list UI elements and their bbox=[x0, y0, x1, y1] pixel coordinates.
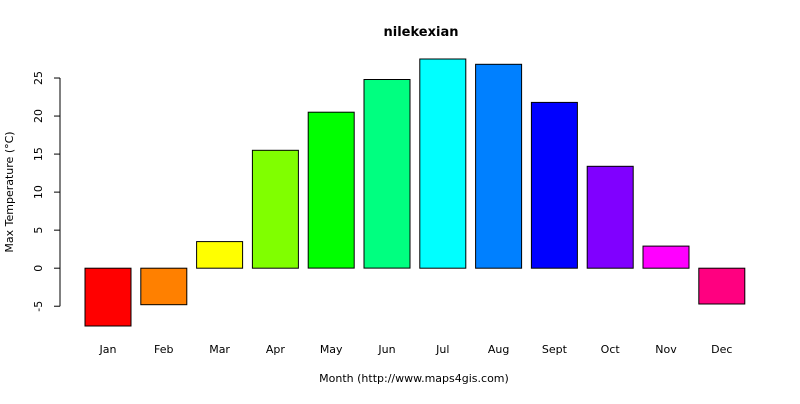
bar-apr bbox=[251, 149, 299, 269]
x-tick-label-aug: Aug bbox=[488, 343, 509, 356]
x-tick-label-oct: Oct bbox=[601, 343, 621, 356]
y-tick-label: 10 bbox=[32, 185, 45, 199]
x-tick-label-feb: Feb bbox=[154, 343, 173, 356]
x-tick-label-may: May bbox=[320, 343, 343, 356]
bars-group bbox=[84, 58, 746, 327]
x-tick-label-mar: Mar bbox=[209, 343, 230, 356]
bar-may bbox=[307, 111, 355, 269]
x-tick-label-jul: Jul bbox=[435, 343, 449, 356]
y-tick-label: 25 bbox=[32, 71, 45, 85]
x-tick-label-jan: Jan bbox=[99, 343, 117, 356]
x-tick-label-sept: Sept bbox=[542, 343, 568, 356]
x-axis-title: Month (http://www.maps4gis.com) bbox=[319, 372, 509, 385]
bar-feb bbox=[140, 267, 188, 306]
x-tick-label-nov: Nov bbox=[655, 343, 677, 356]
bar-jul bbox=[419, 58, 467, 269]
bar-dec bbox=[698, 267, 746, 305]
bar-sept bbox=[530, 101, 578, 269]
x-tick-label-apr: Apr bbox=[266, 343, 286, 356]
x-axis-labels: Jan Feb Mar Apr May Jun Jul Aug Sept Oct Nov Dec bbox=[99, 343, 733, 356]
bar-jan bbox=[84, 267, 132, 327]
y-tick-label: 0 bbox=[32, 265, 45, 272]
y-tick-label: 20 bbox=[32, 109, 45, 123]
x-tick-label-dec: Dec bbox=[711, 343, 732, 356]
bar-jun bbox=[363, 79, 411, 269]
bar-aug bbox=[475, 63, 523, 269]
bar-oct bbox=[586, 165, 634, 269]
x-tick-label-jun: Jun bbox=[377, 343, 395, 356]
chart-title: nilekexian bbox=[384, 25, 459, 40]
bar-mar bbox=[196, 241, 244, 269]
y-axis: -5 0 5 10 15 20 25 bbox=[32, 71, 61, 312]
bar-nov bbox=[642, 245, 690, 269]
y-tick-label: 15 bbox=[32, 147, 45, 161]
y-axis-title: Max Temperature (°C) bbox=[3, 131, 16, 252]
y-tick-label: -5 bbox=[32, 301, 45, 312]
y-tick-label: 5 bbox=[32, 227, 45, 234]
